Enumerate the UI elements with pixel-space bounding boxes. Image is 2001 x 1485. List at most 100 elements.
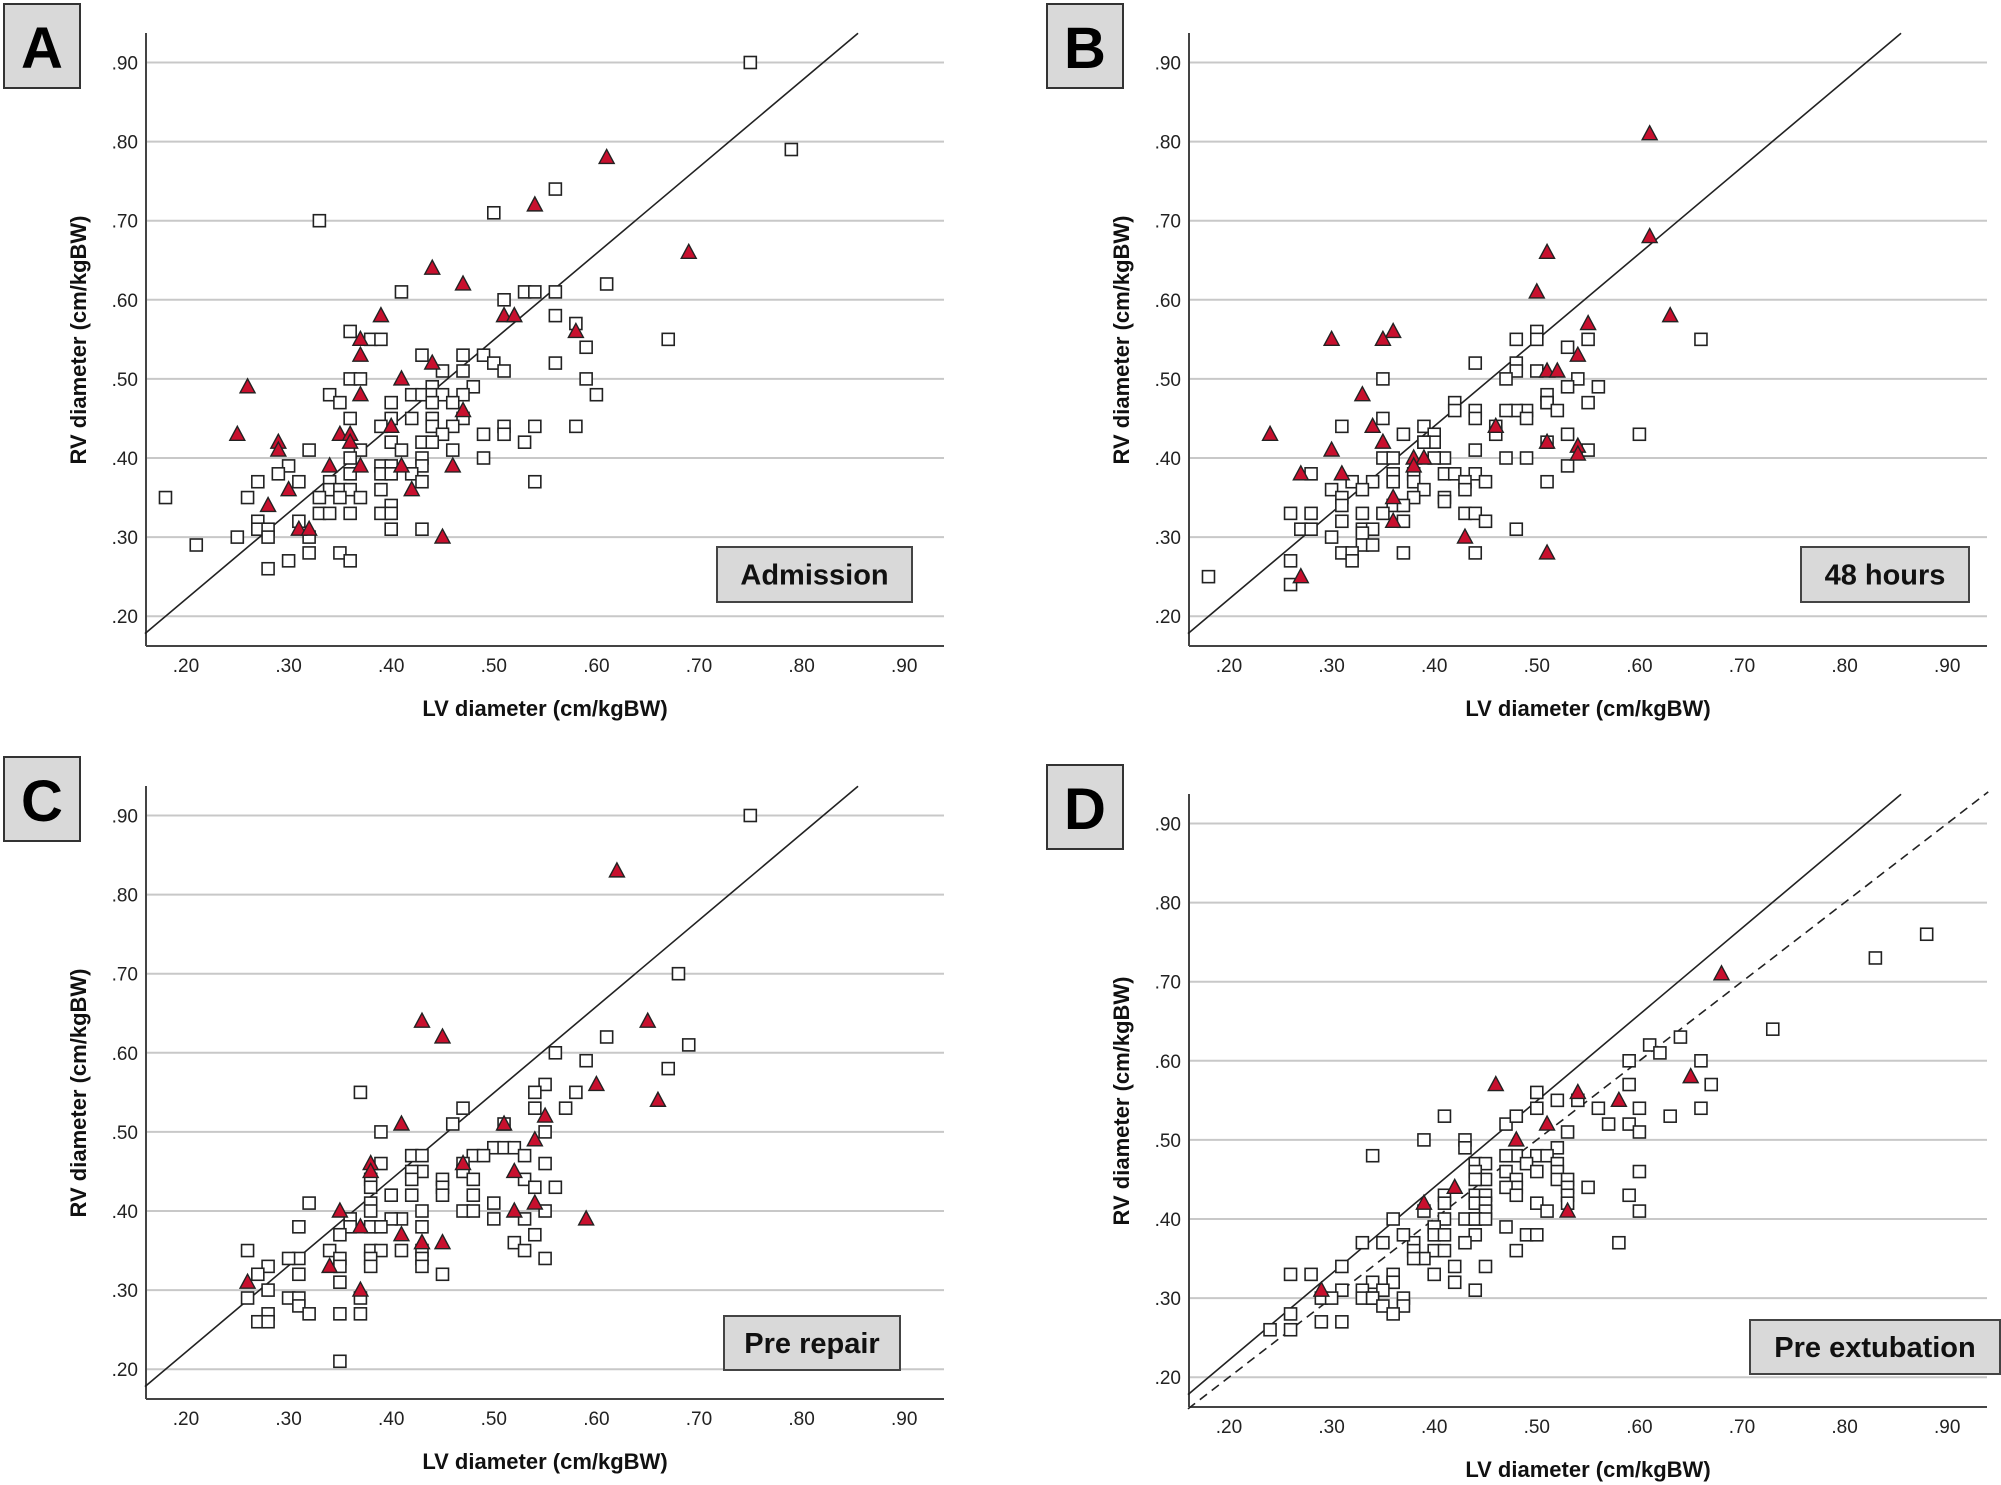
data-point-triangle (1548, 361, 1566, 378)
data-point-triangle (290, 519, 308, 536)
data-point-square (1560, 380, 1575, 394)
data-point-square (1283, 1267, 1298, 1282)
x-tick-label: .50 (481, 656, 507, 677)
data-point-square (404, 411, 419, 426)
data-point-triangle (413, 1233, 431, 1250)
data-point-triangle (351, 456, 370, 473)
panel-a: .20 .30 .40 .50 .60 .70 .80 .90 .20 .30 .40 .50 .60.… (3, 3, 944, 721)
y-tick-label: .60 (112, 291, 138, 312)
data-point-triangle (639, 1011, 657, 1028)
data-point-square (333, 546, 347, 560)
data-point-square (497, 364, 511, 378)
data-point-triangle (1415, 448, 1433, 465)
data-point-triangle (1312, 1280, 1331, 1297)
data-point-square (1417, 435, 1431, 449)
data-point-triangle (1363, 416, 1382, 434)
data-point-square (1468, 1172, 1483, 1187)
data-point-triangle (454, 401, 472, 418)
data-point-square (333, 490, 347, 505)
data-point-square (240, 1291, 255, 1305)
data-point-square (281, 459, 296, 473)
data-point-square (1406, 474, 1421, 489)
data-point-triangle (1569, 444, 1587, 461)
data-point-square (1499, 1148, 1513, 1163)
data-point-square (589, 387, 604, 402)
data-point-square (292, 1267, 306, 1282)
data-point-square (394, 285, 409, 299)
data-point-square (240, 1243, 255, 1258)
data-point-square (507, 1140, 522, 1155)
data-point-square (1386, 1275, 1400, 1290)
data-point-triangle (587, 1074, 606, 1092)
data-point-square (1519, 451, 1534, 465)
data-point-square (1458, 1235, 1472, 1250)
data-point-triangle (1353, 385, 1372, 402)
data-point-square (1550, 1093, 1565, 1108)
y-tick-label: .40 (112, 449, 138, 470)
data-point-square (466, 1204, 481, 1218)
data-point-triangle (1487, 1075, 1505, 1092)
data-point-square (661, 332, 676, 347)
x-axis-label: LV diameter (cm/kgBW) (1465, 1457, 1710, 1482)
data-point-square (1437, 1228, 1452, 1242)
data-point-square (384, 506, 399, 521)
data-point-triangle (423, 353, 441, 370)
data-point-square (322, 1243, 337, 1258)
data-point-triangle (577, 1209, 595, 1226)
timepoint-label-box (1800, 546, 1970, 603)
data-point-square (1386, 451, 1400, 465)
data-point-square (1499, 1220, 1513, 1234)
data-point-square (394, 1243, 409, 1258)
data-point-square (1447, 1259, 1462, 1274)
data-point-square (384, 522, 399, 536)
data-point-triangle (526, 1193, 544, 1210)
data-point-triangle (1261, 424, 1279, 441)
data-point-square (1550, 1141, 1565, 1155)
y-tick-label: .50 (112, 1123, 138, 1144)
data-point-square (1622, 1053, 1636, 1068)
y-tick-label: .80 (112, 133, 138, 154)
data-point-square (1509, 1109, 1524, 1123)
y-tick-label: .80 (112, 886, 138, 907)
data-point-square (599, 1030, 614, 1044)
data-point-square (507, 1235, 522, 1250)
data-point-square (569, 419, 583, 434)
data-point-square (1396, 1228, 1411, 1242)
data-point-triangle (1384, 511, 1402, 528)
data-point-square (415, 1148, 429, 1163)
data-point-square (1560, 340, 1575, 355)
data-point-triangle (454, 1154, 472, 1171)
data-point-triangle (362, 1161, 380, 1179)
data-point-square (1529, 1164, 1544, 1179)
data-point-triangle (597, 147, 616, 165)
data-point-square (1499, 1164, 1513, 1179)
y-tick-label: .40 (112, 1202, 138, 1223)
data-point-triangle (1374, 329, 1392, 347)
data-point-square (1509, 1243, 1524, 1258)
data-point-triangle (351, 1217, 370, 1234)
x-tick-label: .70 (1729, 656, 1755, 677)
data-point-triangle (1322, 440, 1341, 457)
data-point-square (435, 1267, 450, 1282)
data-point-triangle (423, 258, 441, 275)
data-point-square (230, 530, 245, 544)
data-point-square (261, 1283, 275, 1297)
data-point-square (1376, 1235, 1390, 1250)
data-point-square (1642, 1038, 1657, 1052)
y-tick-label: .30 (112, 528, 138, 549)
data-point-square (1417, 482, 1431, 497)
data-point-square (353, 490, 368, 505)
data-point-square (486, 1196, 501, 1210)
data-point-square (384, 395, 399, 410)
data-point-square (261, 530, 275, 544)
data-point-square (528, 285, 542, 299)
data-point-square (343, 482, 357, 497)
x-tick-label: .90 (1934, 1417, 1960, 1438)
data-point-triangle (1538, 361, 1556, 378)
data-point-square (538, 1156, 552, 1171)
data-point-square (312, 213, 327, 228)
x-axis-label: LV diameter (cm/kgBW) (1465, 696, 1710, 721)
data-point-square (261, 561, 275, 576)
data-point-square (384, 435, 399, 449)
panel-letter-box (1046, 764, 1124, 850)
